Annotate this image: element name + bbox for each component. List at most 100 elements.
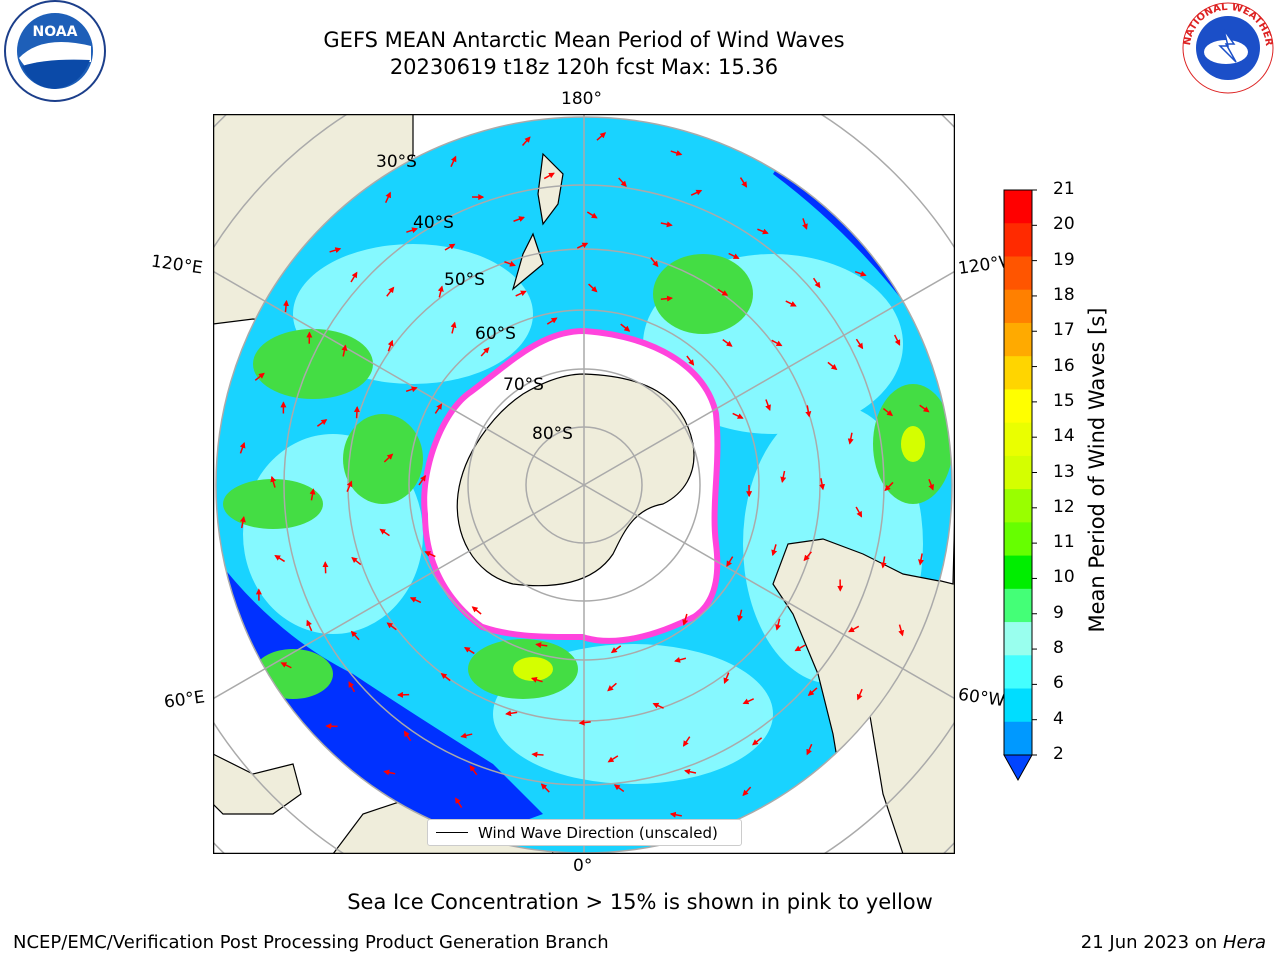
lon-label-60e: 60°E <box>162 687 207 713</box>
colorbar-tick-label: 11 <box>1053 532 1075 553</box>
wind-wave-arrow <box>283 299 290 313</box>
wind-wave-arrow <box>471 606 482 615</box>
wind-wave-arrow <box>383 453 394 463</box>
wind-wave-arrow <box>346 480 353 493</box>
colorbar-segment <box>1004 555 1032 590</box>
colorbar-segment <box>1004 655 1032 690</box>
wind-wave-arrow <box>455 797 463 808</box>
wind-wave-arrow <box>919 404 930 413</box>
wind-wave-arrow <box>803 551 812 562</box>
wind-wave-arrow <box>531 751 544 758</box>
wind-wave-arrow <box>847 432 854 445</box>
wind-wave-arrow <box>780 470 787 483</box>
ocean-yellow-patches <box>513 426 925 681</box>
colorbar-tick-label: 13 <box>1053 461 1075 482</box>
colorbar-segment <box>1004 721 1032 756</box>
wind-wave-arrow <box>505 710 518 717</box>
wind-wave-arrow <box>794 644 806 652</box>
wind-wave-arrow <box>353 405 360 419</box>
sea-ice-note: Sea Ice Concentration > 15% is shown in … <box>347 890 933 914</box>
colorbar-segment <box>1004 588 1032 623</box>
wind-wave-arrow <box>855 338 864 350</box>
wind-wave-arrow <box>341 344 348 357</box>
wind-wave-arrow <box>274 554 286 563</box>
wind-wave-arrow <box>424 551 436 558</box>
wind-wave-arrow <box>752 737 763 746</box>
colorbar-tick-label: 15 <box>1053 390 1075 411</box>
noaa-logo: NOAA <box>4 0 106 102</box>
colorbar-tick-label: 20 <box>1053 214 1075 235</box>
lon-label-120e: 120°E <box>149 251 204 279</box>
lat-label-40s: 40°S <box>413 213 454 233</box>
wind-wave-arrow <box>928 478 934 491</box>
wind-wave-arrow <box>771 339 783 347</box>
wind-wave-arrow <box>386 286 395 297</box>
colorbar-segment <box>1004 489 1032 523</box>
colorbar-segment <box>1004 389 1032 424</box>
wind-wave-arrow <box>254 372 265 381</box>
wind-wave-arrow <box>682 613 689 626</box>
colorbar-segment <box>1004 422 1032 457</box>
wind-wave-arrow <box>504 260 516 267</box>
wind-wave-arrow <box>444 243 456 251</box>
wind-wave-arrow <box>802 218 808 230</box>
wind-wave-arrow <box>434 403 443 414</box>
wind-wave-arrow <box>540 783 550 793</box>
legend-label: Wind Wave Direction (unscaled) <box>478 823 718 842</box>
wind-wave-arrow <box>669 811 682 818</box>
colorbar-segment <box>1004 688 1032 723</box>
wind-wave-arrow <box>403 730 412 742</box>
wind-wave-arrow <box>618 177 627 188</box>
wind-wave-arrow <box>588 283 598 293</box>
wind-wave-arrow <box>546 317 558 325</box>
wind-wave-arrow <box>450 155 457 167</box>
wind-wave-arrow <box>535 642 548 649</box>
wind-wave-arrow <box>329 247 342 253</box>
map-subtitle: 20230619 t18z 120h fcst Max: 15.36 <box>389 55 779 79</box>
wind-wave-arrow <box>819 478 825 491</box>
colorbar-segment <box>1004 455 1032 490</box>
colorbar-tick-label: 6 <box>1053 673 1064 694</box>
lon-label-180: 180° <box>561 89 602 109</box>
wind-wave-arrow <box>309 488 316 501</box>
wind-wave-arrow <box>543 172 555 180</box>
colorbar-tick-label: 9 <box>1053 602 1064 623</box>
wind-wave-arrow <box>684 768 697 775</box>
wind-wave-arrow <box>854 270 867 277</box>
wind-wave-arrow <box>775 618 781 631</box>
wind-wave-arrow <box>880 556 887 569</box>
wind-wave-arrow <box>728 252 740 260</box>
wind-wave-arrow <box>848 625 860 633</box>
colorbar-segment <box>1004 190 1032 224</box>
colorbar-tick-label: 21 <box>1053 179 1075 199</box>
wind-wave-arrow <box>739 177 748 188</box>
wind-wave-arrow <box>469 765 478 776</box>
colorbar <box>1003 189 1037 782</box>
legend-line-swatch <box>436 832 468 833</box>
colorbar-segment <box>1004 322 1032 357</box>
wind-wave-arrow <box>306 619 313 632</box>
wind-wave-arrow <box>610 645 622 654</box>
wind-wave-arrow <box>652 702 664 709</box>
colorbar-tick-label: 14 <box>1053 426 1075 447</box>
wind-wave-arrow <box>406 227 418 234</box>
wind-wave-arrow <box>757 228 769 235</box>
wind-wave-arrow <box>409 597 422 604</box>
wind-wave-arrow <box>807 687 818 696</box>
lat-label-50s: 50°S <box>444 270 485 290</box>
wind-wave-arrow <box>351 556 362 566</box>
wind-wave-arrow <box>270 475 277 488</box>
wind-wave-arrow <box>607 755 619 763</box>
colorbar-tick-label: 18 <box>1053 284 1075 305</box>
wind-wave-arrow <box>717 288 729 296</box>
colorbar-segment <box>1004 289 1032 324</box>
wind-wave-arrow <box>239 441 246 454</box>
wind-wave-arrow <box>463 646 475 655</box>
wind-wave-arrow <box>350 271 358 283</box>
wind-wave-arrow <box>521 136 531 147</box>
wind-wave-arrow <box>670 150 683 156</box>
wind-wave-arrow <box>596 132 607 141</box>
colorbar-title: Mean Period of Wind Waves [s] <box>1085 307 1109 633</box>
wind-wave-arrow <box>480 347 490 357</box>
wind-wave-arrow <box>765 399 771 411</box>
